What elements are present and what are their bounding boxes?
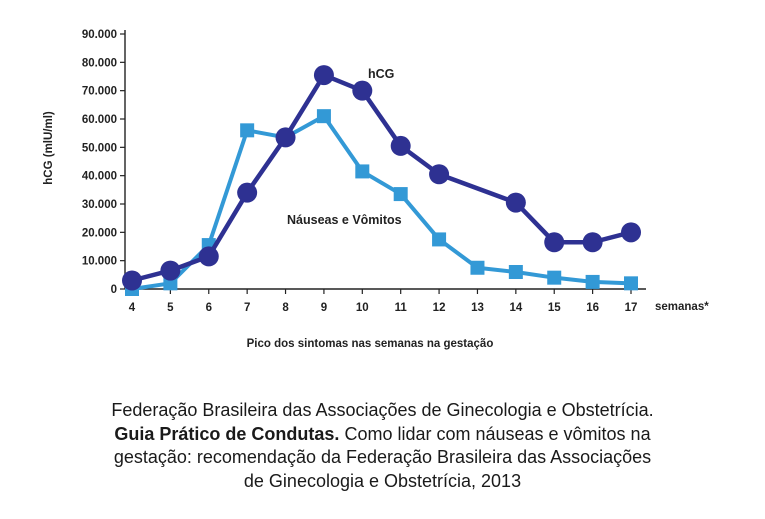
nausea-point (547, 270, 562, 285)
x-tick-label: 7 (244, 302, 250, 314)
nausea-point (432, 232, 447, 247)
caption-line-4: de Ginecologia e Obstetrícia, 2013 (243, 470, 522, 491)
y-tick-label: 0 (111, 284, 117, 296)
y-axis: 0 10.000 20.000 30.000 40.000 50.000 60.000 70.… (82, 29, 126, 296)
hcg-point (429, 164, 450, 185)
hcg-point (390, 135, 411, 156)
series (122, 65, 641, 296)
nausea-point (393, 187, 408, 202)
hcg-point (582, 232, 603, 253)
hcg-point (505, 192, 526, 213)
y-tick-label: 90.000 (82, 29, 117, 41)
nausea-point (240, 123, 255, 138)
x-tick-label: 17 (625, 302, 638, 314)
x-axis: 4 5 6 7 8 9 10 11 12 13 14 15 16 17 (125, 288, 646, 314)
y-axis-title: hCG (mlU/ml) (43, 111, 55, 185)
x-tick-label: 11 (395, 302, 408, 314)
y-tick-label: 80.000 (82, 57, 117, 69)
caption-title: Guia Prático de Condutas. (114, 423, 340, 444)
bottom-label: Pico dos sintomas nas semanas na gestaçã… (247, 338, 494, 350)
x-tick-label: 10 (356, 302, 369, 314)
chart: 0 10.000 20.000 30.000 40.000 50.000 60.000 70.… (43, 29, 709, 350)
nausea-point (508, 265, 523, 279)
x-tick-label: 9 (321, 302, 327, 314)
caption: Federação Brasileira das Associações de … (0, 399, 765, 493)
y-tick-label: 40.000 (82, 171, 117, 183)
nausea-point (316, 109, 331, 124)
hcg-point (544, 232, 565, 253)
hcg-point (352, 80, 373, 101)
series-nausea (125, 109, 638, 296)
x-tick-label: 4 (129, 302, 136, 314)
x-tick-label: 14 (509, 302, 522, 314)
nausea-point (470, 260, 485, 275)
x-axis-title: semanas* (655, 301, 709, 313)
x-tick-label: 8 (282, 302, 289, 314)
series-label-nausea: Náuseas e Vômitos (287, 213, 402, 227)
hcg-point (237, 182, 258, 203)
caption-line-3: gestação: recomendação da Federação Bras… (113, 447, 652, 467)
series-label-hcg: hCG (368, 67, 394, 81)
x-tick-label: 5 (167, 302, 174, 314)
y-tick-label: 20.000 (82, 227, 117, 239)
hcg-point (275, 127, 296, 148)
caption-line-1: Federação Brasileira das Associações de … (111, 400, 654, 420)
x-tick-label: 16 (586, 302, 599, 314)
hcg-point (621, 222, 641, 243)
x-tick-label: 13 (471, 302, 484, 314)
y-tick-label: 10.000 (82, 256, 117, 268)
x-tick-label: 12 (433, 302, 446, 314)
caption-line-2: Guia Prático de Condutas. Como lidar com… (0, 423, 765, 447)
hcg-point (313, 65, 334, 86)
y-tick-label: 60.000 (82, 114, 117, 126)
hcg-point (160, 260, 181, 281)
x-tick-label: 15 (548, 302, 561, 314)
nausea-point (355, 164, 370, 179)
nausea-point (585, 274, 600, 289)
y-tick-label: 50.000 (82, 142, 117, 154)
series-hcg (122, 65, 641, 291)
x-tick-label: 6 (206, 302, 212, 314)
y-tick-label: 30.000 (82, 199, 117, 211)
caption-line-2-rest: Como lidar com náuseas e vômitos na (339, 423, 651, 444)
hcg-point (122, 270, 142, 291)
hcg-point (198, 246, 219, 267)
y-tick-label: 70.000 (82, 86, 117, 98)
nausea-point (624, 276, 638, 291)
